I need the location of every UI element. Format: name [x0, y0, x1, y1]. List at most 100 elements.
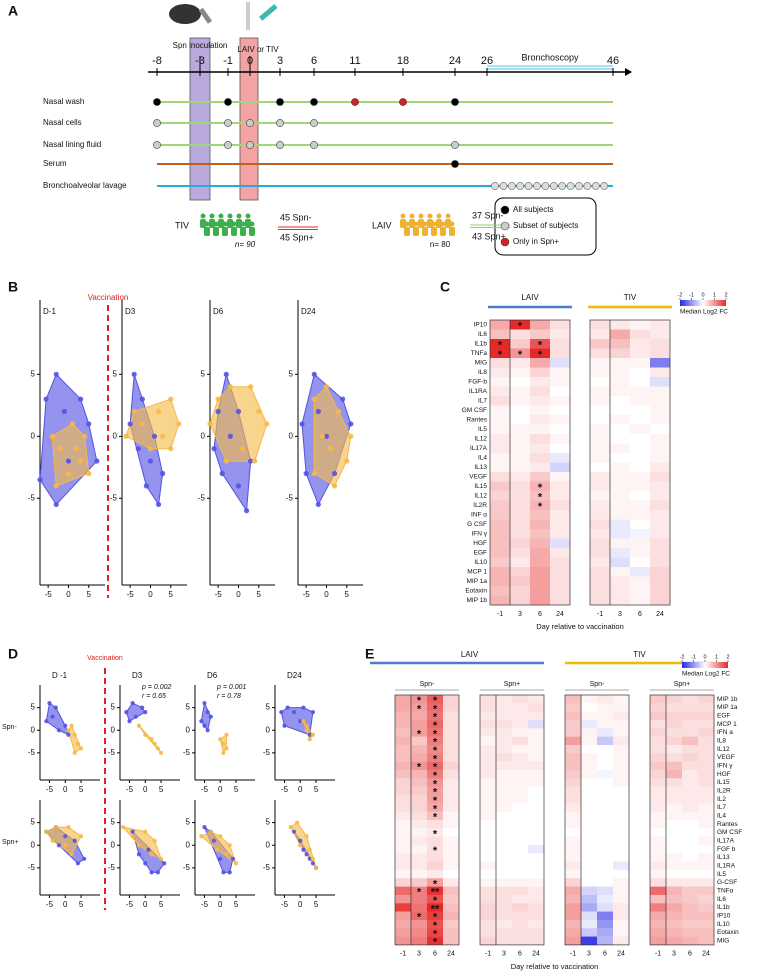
x-tick-label: 6: [638, 611, 642, 618]
heat-cell: [550, 434, 571, 444]
point: [151, 433, 158, 439]
heat-cell: [550, 415, 571, 425]
annotation: Vaccination: [88, 293, 129, 302]
group-label: TIV: [633, 650, 646, 659]
heat-cell: [581, 744, 598, 754]
heat-cell: [480, 736, 497, 746]
point: [133, 714, 138, 719]
person-icon: [227, 213, 233, 219]
heat-cell: [427, 736, 444, 746]
heat-cell: [550, 462, 571, 473]
heat-cell: [610, 472, 631, 482]
heat-cell: [581, 786, 598, 796]
significance: *: [433, 770, 438, 782]
heat-cell: [610, 329, 631, 340]
person-icon: [409, 213, 415, 219]
heat-cell: [530, 500, 551, 511]
point: [139, 421, 145, 427]
heat-cell: [650, 548, 671, 558]
point: [310, 710, 315, 715]
heat-cell: [590, 415, 611, 425]
heat-cell: [528, 919, 545, 929]
heat-cell: [443, 794, 460, 804]
heat-cell: [610, 538, 631, 549]
heat-cell: [650, 529, 671, 539]
heat-cell: [443, 711, 460, 721]
legend-label: All subjects: [513, 205, 553, 214]
point: [311, 396, 317, 402]
x-tick-label: -5: [46, 785, 54, 794]
row-label: IL2: [717, 796, 726, 803]
heat-cell: [630, 500, 651, 511]
heat-cell: [490, 481, 511, 492]
point: [235, 483, 242, 489]
x-tick-label: 3: [518, 611, 522, 618]
heat-cell: [581, 761, 598, 771]
heat-cell: [490, 453, 511, 463]
heat-cell: [565, 894, 582, 904]
heat-cell: [480, 928, 497, 937]
x-tick-label: 0: [148, 590, 153, 599]
heat-cell: [597, 761, 614, 771]
heat-cell: [682, 695, 699, 704]
point: [155, 746, 160, 751]
heat-cell: [590, 567, 611, 577]
heat-cell: [650, 794, 667, 804]
hull: [51, 423, 90, 487]
heat-cell: [510, 567, 531, 577]
heat-cell: [480, 761, 497, 771]
heat-cell: [490, 415, 511, 425]
heat-cell: [411, 861, 428, 871]
heat-cell: [581, 928, 598, 937]
heat-cell: [698, 778, 715, 787]
legend-dot: [500, 221, 510, 231]
panel-label: D: [8, 646, 18, 662]
point: [310, 732, 315, 737]
heat-cell: [666, 936, 683, 946]
heat-cell: [698, 936, 715, 946]
heat-cell: [682, 836, 699, 846]
heat-cell: [565, 744, 582, 754]
heat-cell: [427, 836, 444, 846]
heat-cell: [496, 728, 513, 737]
heat-cell: [443, 811, 460, 821]
person-icon: [409, 219, 415, 228]
point: [344, 458, 350, 464]
heat-cell: [411, 853, 428, 862]
point: [221, 750, 226, 755]
heat-cell: [528, 869, 545, 879]
point: [291, 829, 297, 834]
heat-cell: [427, 919, 444, 929]
heat-cell: [528, 728, 545, 737]
heat-cell: [427, 828, 444, 837]
heat-cell: [490, 538, 511, 549]
heat-cell: [698, 928, 715, 937]
row-label: IL10: [717, 921, 730, 928]
x-tick-label: -1: [400, 951, 406, 958]
row-label: IL12: [717, 746, 730, 753]
point: [348, 421, 354, 427]
group-count: 37 Spn-: [472, 210, 504, 220]
heat-cell: [411, 928, 428, 937]
heat-cell: [427, 894, 444, 904]
heat-cell: [698, 869, 715, 879]
point: [224, 746, 229, 751]
sample-dot: [541, 182, 550, 190]
heat-cell: [550, 519, 571, 530]
point: [315, 408, 321, 415]
heat-cell: [610, 519, 631, 530]
significance: *: [538, 340, 543, 352]
heat-cell: [427, 844, 444, 854]
heat-cell: [630, 557, 651, 568]
heat-cell: [650, 919, 667, 929]
point: [336, 408, 342, 415]
row-label: VEGF: [469, 473, 487, 480]
heat-cell: [427, 861, 444, 871]
heat-cell: [590, 386, 611, 397]
row-label: Serum: [43, 159, 67, 168]
person-icon: [249, 227, 255, 236]
heat-cell: [490, 386, 511, 397]
heat-cell: [496, 878, 513, 887]
heat-cell: [480, 878, 497, 887]
heat-cell: [610, 529, 631, 539]
